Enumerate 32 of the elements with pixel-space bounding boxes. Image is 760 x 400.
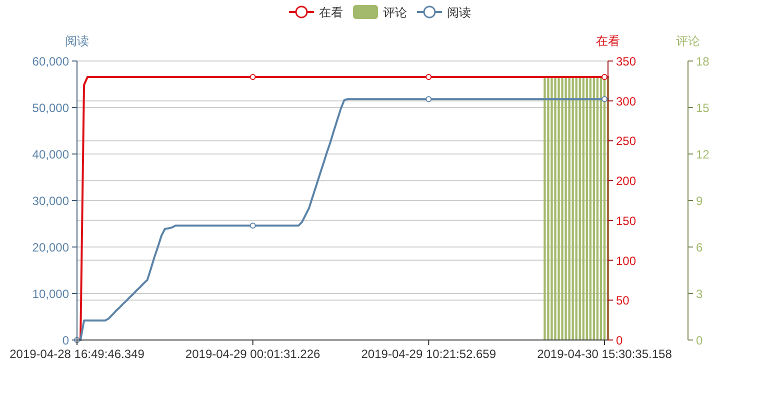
y-tick-label: 60,000 [32,54,70,68]
y3-axis-title: 评论 [676,34,700,48]
x-tick-label: 2019-04-29 00:01:31.226 [185,347,321,361]
y-tick-label: 40,000 [32,148,70,162]
y3-tick-label: 3 [696,287,703,301]
y3-tick-label: 12 [696,148,710,162]
y3-tick-label: 18 [696,54,710,68]
y2-tick-label: 50 [616,294,630,308]
y2-axis-title: 在看 [596,34,620,48]
y-tick-label: 20,000 [32,240,70,254]
legend-label: 评论 [383,6,407,20]
y-tick-label: 50,000 [32,101,70,115]
legend-label: 在看 [319,6,343,20]
x-tick-label: 2019-04-29 10:21:52.659 [361,347,496,361]
y3-tick-label: 9 [696,194,703,208]
y2-tick-label: 150 [616,214,636,228]
y2-tick-label: 250 [616,134,636,148]
legend-label: 阅读 [447,6,471,20]
x-tick-label: 2019-04-30 15:30:35.158 [537,347,672,361]
x-tick-label: 2019-04-28 16:49:46.349 [10,347,145,361]
y2-tick-label: 0 [616,334,623,348]
y-axis-title: 阅读 [65,34,89,48]
y2-tick-label: 200 [616,174,636,188]
y3-tick-label: 15 [696,101,710,115]
y2-tick-label: 300 [616,94,636,108]
y-tick-label: 30,000 [32,194,70,208]
y3-tick-label: 6 [696,240,703,254]
y2-tick-label: 350 [616,54,636,68]
y-tick-label: 10,000 [32,287,70,301]
y3-tick-label: 0 [696,334,703,348]
y-tick-label: 0 [62,334,70,348]
y2-tick-label: 100 [616,254,636,268]
